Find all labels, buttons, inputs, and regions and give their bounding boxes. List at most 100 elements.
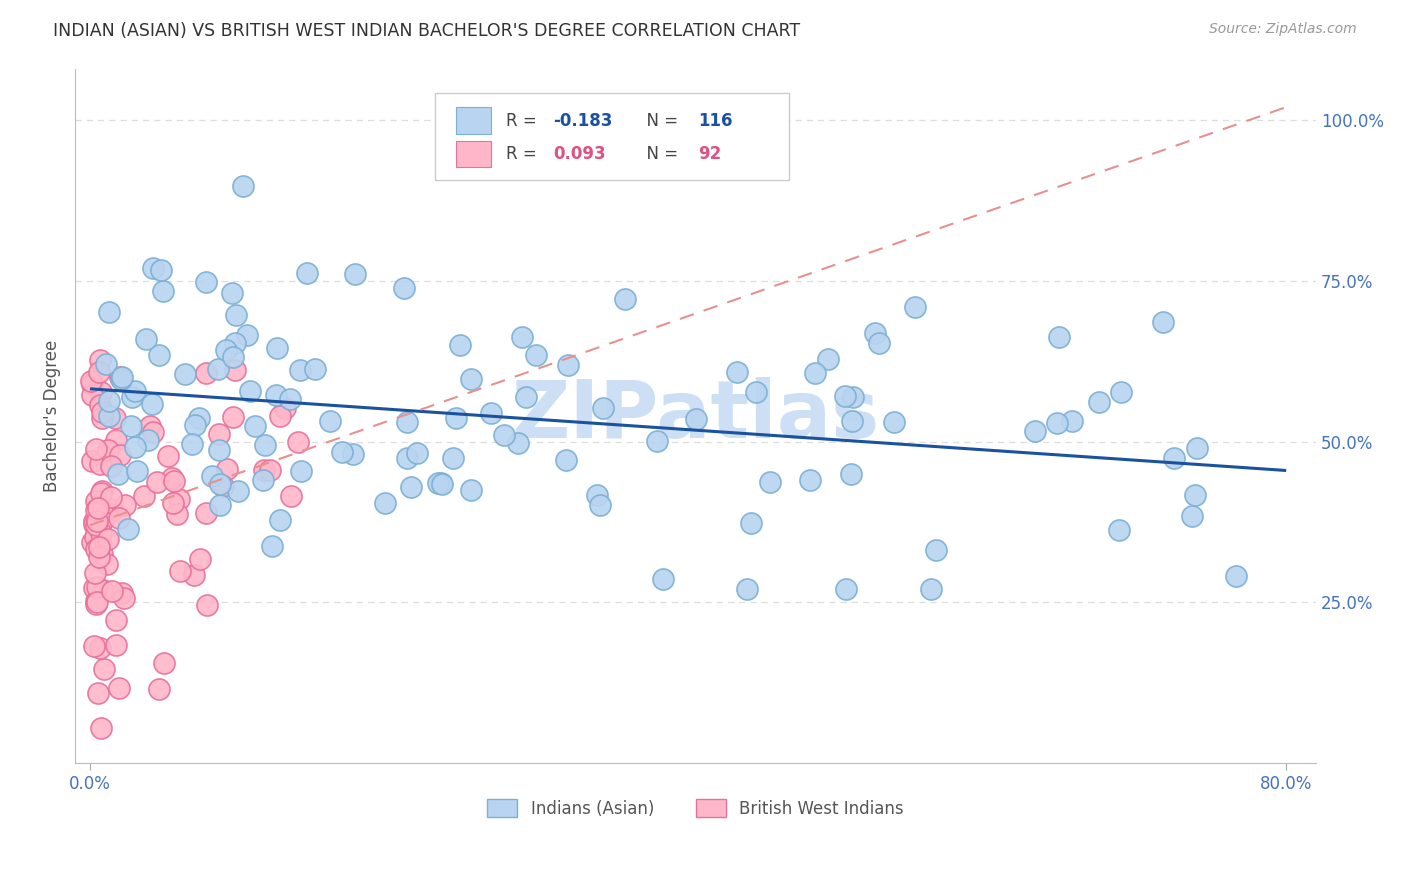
Point xyxy=(725,365,748,379)
Point xyxy=(167,491,190,506)
Point xyxy=(104,434,127,448)
Point xyxy=(225,308,247,322)
Point xyxy=(589,498,612,512)
Point xyxy=(84,502,107,516)
Point xyxy=(226,483,249,498)
Point xyxy=(83,566,105,581)
Point xyxy=(492,427,515,442)
Point xyxy=(87,535,110,549)
Point xyxy=(111,369,134,384)
Point xyxy=(183,568,205,582)
Point xyxy=(173,367,195,381)
Point xyxy=(97,532,120,546)
Point xyxy=(90,410,112,425)
Point xyxy=(1024,425,1046,439)
Point xyxy=(266,341,288,355)
Point xyxy=(166,507,188,521)
Point xyxy=(90,405,112,419)
Text: R =: R = xyxy=(506,112,541,129)
Point xyxy=(841,414,863,428)
Point xyxy=(90,486,112,500)
Point xyxy=(685,412,707,426)
Point xyxy=(89,457,111,471)
FancyBboxPatch shape xyxy=(434,93,789,179)
Text: -0.183: -0.183 xyxy=(553,112,612,129)
Point xyxy=(86,514,108,528)
Point xyxy=(84,518,107,533)
Point xyxy=(430,477,453,491)
Point xyxy=(441,450,464,465)
Point xyxy=(87,365,110,379)
Point xyxy=(93,662,115,676)
Point xyxy=(104,638,127,652)
Point xyxy=(114,498,136,512)
Point xyxy=(224,363,246,377)
Point xyxy=(89,398,111,412)
Point xyxy=(84,530,107,544)
Point xyxy=(481,406,503,420)
Point xyxy=(146,475,169,490)
Point xyxy=(108,681,131,695)
Point xyxy=(97,394,120,409)
Point xyxy=(121,390,143,404)
Point xyxy=(108,370,131,384)
Point xyxy=(1225,569,1247,583)
Point xyxy=(104,411,127,425)
Point xyxy=(904,300,927,314)
Point xyxy=(195,366,218,380)
Point xyxy=(98,305,121,319)
Point xyxy=(524,348,547,362)
Point xyxy=(740,516,762,530)
Point xyxy=(374,496,396,510)
Point xyxy=(319,413,342,427)
Point xyxy=(84,494,107,508)
Point xyxy=(253,438,276,452)
Point xyxy=(157,449,180,463)
Point xyxy=(449,337,471,351)
Point xyxy=(201,469,224,483)
Text: N =: N = xyxy=(636,112,683,129)
Point xyxy=(280,490,302,504)
Point xyxy=(222,409,245,424)
Point xyxy=(101,503,124,517)
Point xyxy=(124,440,146,454)
Point xyxy=(235,327,257,342)
Point xyxy=(209,477,232,491)
Point xyxy=(512,330,534,344)
Point xyxy=(460,372,482,386)
Point xyxy=(82,454,104,468)
Point xyxy=(80,374,103,388)
Point xyxy=(799,473,821,487)
Point xyxy=(107,510,129,524)
Point xyxy=(1108,523,1130,537)
Point xyxy=(86,442,108,456)
Point xyxy=(758,475,780,490)
Point xyxy=(274,401,297,415)
Point xyxy=(841,390,863,404)
Point xyxy=(395,450,418,465)
Point xyxy=(162,470,184,484)
Point xyxy=(87,501,110,516)
Point xyxy=(1060,414,1083,428)
Point xyxy=(84,597,107,611)
Point xyxy=(97,443,120,458)
Point xyxy=(1181,508,1204,523)
Point xyxy=(188,552,211,566)
Text: R =: R = xyxy=(506,145,541,163)
Point xyxy=(217,462,239,476)
Point xyxy=(243,419,266,434)
Point xyxy=(124,384,146,398)
Point xyxy=(83,514,105,528)
Point xyxy=(232,179,254,194)
Point xyxy=(1187,441,1209,455)
Point xyxy=(554,452,576,467)
Point xyxy=(863,326,886,341)
Point xyxy=(195,275,218,289)
Point xyxy=(104,613,127,627)
Point xyxy=(96,357,118,371)
Point xyxy=(139,419,162,434)
Point xyxy=(90,384,112,399)
Point xyxy=(117,522,139,536)
Point xyxy=(883,415,905,429)
Point xyxy=(835,582,858,597)
